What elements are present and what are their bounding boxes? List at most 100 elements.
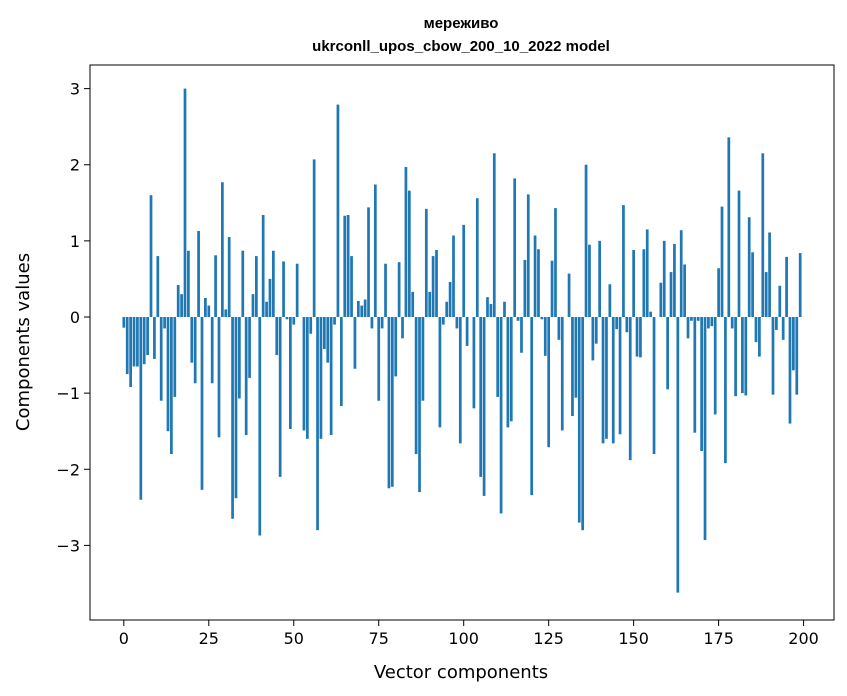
x-tick-label: 150 [618,629,649,648]
bar-156 [652,317,656,455]
x-tick-label: 50 [284,629,304,648]
bar-122 [537,249,540,317]
x-tick-label: 175 [703,629,734,648]
bar-93 [438,317,442,428]
bar-117 [520,317,523,353]
bar-74 [373,184,377,317]
y-tick-label: 0 [70,308,80,327]
bar-159 [662,240,666,317]
bar-40 [258,317,262,536]
bar-199 [798,253,802,317]
bar-141 [601,317,605,444]
bar-64 [339,317,343,407]
bar-43 [268,278,272,317]
bar-72 [367,207,370,317]
bar-53 [302,317,306,431]
bar-171 [703,317,707,541]
y-axis-ticks: −3 −2 −1 0 1 2 3 [56,80,90,555]
bar-166 [686,317,690,339]
chart-subtitle: ukrconll_upos_cbow_200_10_2022 model [312,38,610,55]
x-axis-ticks: 0 25 50 75 100 125 150 175 200 [119,620,819,648]
bar-142 [605,317,608,439]
bar-78 [387,317,391,489]
bar-153 [642,249,646,317]
bar-45 [275,317,279,356]
bar-119 [526,194,530,317]
bar-112 [503,301,506,317]
bar-23 [200,317,204,490]
bar-173 [710,317,714,327]
bar-187 [758,317,761,357]
bar-148 [625,317,629,333]
bar-152 [639,317,642,358]
bar-108 [489,304,493,317]
bar-94 [441,317,445,325]
bar-125 [547,317,551,448]
bar-128 [557,317,561,340]
bar-163 [676,317,680,593]
bar-8 [149,195,153,317]
bar-190 [768,232,771,317]
bar-13 [166,317,170,432]
bar-55 [309,317,313,334]
bar-62 [333,317,336,325]
bar-77 [384,263,387,317]
bar-75 [377,317,381,401]
bar-155 [649,311,652,317]
bar-7 [146,317,149,356]
bar-107 [486,297,489,317]
bar-134 [577,317,581,523]
x-tick-label: 200 [788,629,819,648]
bar-149 [628,317,632,461]
bar-5 [139,317,143,500]
bar-169 [696,317,700,321]
bar-104 [475,198,479,317]
bar-27 [214,255,217,317]
bar-30 [224,309,228,317]
bar-180 [734,317,737,397]
bar-29 [221,182,224,317]
bar-67 [350,256,353,317]
bar-100 [462,224,466,317]
bar-167 [690,317,693,321]
bar-189 [764,272,768,317]
bar-46 [278,317,282,477]
bar-25 [207,305,211,317]
bar-151 [635,317,639,357]
bar-137 [588,244,591,317]
bar-164 [679,230,683,317]
bar-181 [737,190,741,317]
bar-24 [204,297,207,317]
chart-title: мереживо [424,15,499,32]
x-tick-label: 75 [369,629,389,648]
bar-101 [465,317,469,346]
bar-132 [571,317,574,416]
bar-145 [615,317,619,330]
bar-2 [129,317,132,388]
bar-113 [506,317,510,428]
bar-56 [312,159,316,317]
bar-160 [666,317,669,390]
bar-60 [326,317,330,363]
plot-frame [89,64,835,621]
bar-44 [272,250,275,317]
bar-114 [509,317,513,422]
bar-106 [482,317,486,496]
bar-9 [153,317,156,359]
bar-21 [193,317,197,384]
bar-185 [751,252,754,317]
y-tick-label: 3 [70,80,80,99]
bar-129 [560,317,564,431]
bar-59 [322,317,326,349]
bar-66 [346,214,350,317]
bar-68 [353,317,357,369]
y-tick-label: −1 [56,384,80,403]
bar-6 [142,317,146,365]
bar-176 [720,206,724,317]
bar-184 [747,217,751,317]
bar-81 [397,262,401,317]
bar-18 [183,88,187,317]
bar-158 [659,282,663,317]
bar-194 [781,317,785,340]
